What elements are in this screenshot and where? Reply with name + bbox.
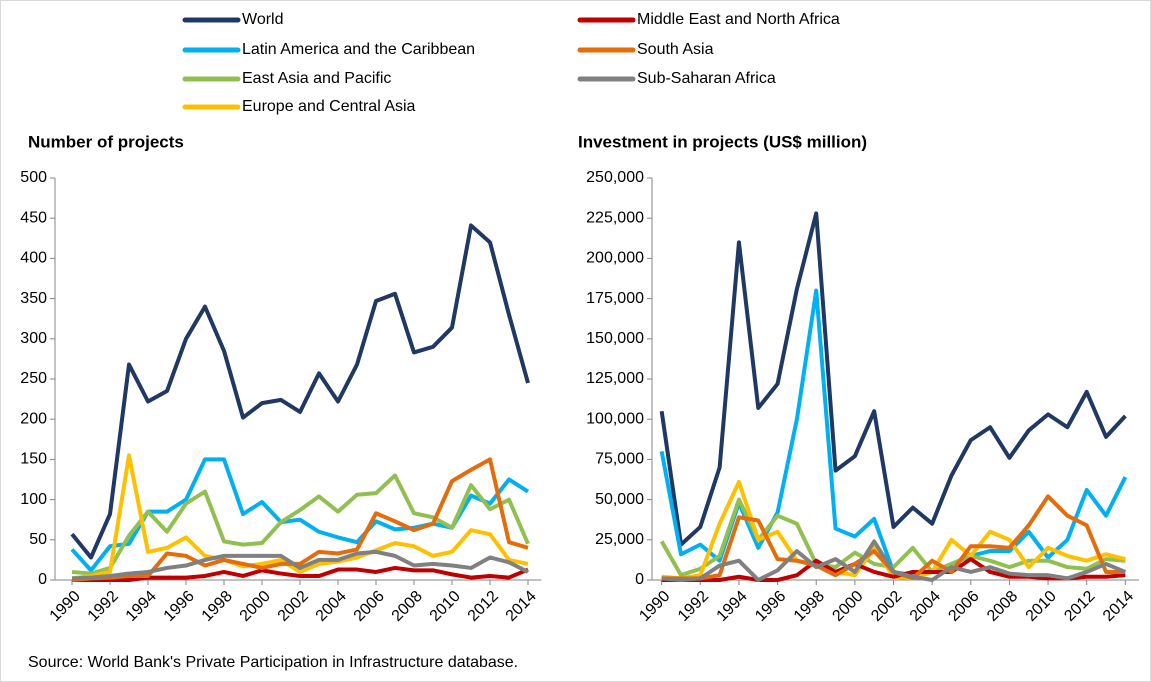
legend-label: East Asia and Pacific (242, 70, 391, 87)
y-tick-label: 125,000 (586, 370, 644, 387)
y-tick-label: 250 (20, 370, 47, 387)
legend-label: Middle East and North Africa (637, 11, 840, 28)
y-tick-label: 0 (38, 571, 47, 588)
series-line (659, 211, 1127, 547)
legend-label: World (242, 11, 284, 28)
y-tick-label: 500 (20, 169, 47, 186)
chart-title: Number of projects (28, 132, 184, 151)
y-tick-label: 150,000 (586, 330, 644, 347)
y-tick-label: 300 (20, 330, 47, 347)
y-tick-label: 200,000 (586, 250, 644, 267)
y-tick-label: 250,000 (586, 169, 644, 186)
series-line (71, 473, 530, 576)
series-line (71, 457, 529, 582)
y-tick-label: 225,000 (586, 209, 644, 226)
y-tick-label: 0 (635, 571, 644, 588)
source-note: Source: World Bank's Private Participati… (28, 654, 518, 671)
y-tick-label: 150 (20, 451, 47, 468)
y-tick-label: 400 (20, 250, 47, 267)
series-line (70, 223, 530, 560)
legend-label: Sub-Saharan Africa (637, 70, 776, 87)
y-tick-label: 175,000 (586, 290, 644, 307)
y-tick-label: 100,000 (586, 410, 644, 427)
y-tick-label: 200 (20, 410, 47, 427)
y-tick-label: 25,000 (595, 531, 644, 548)
y-tick-label: 50,000 (595, 491, 644, 508)
legend-label: South Asia (637, 41, 714, 58)
legend-label: Latin America and the Caribbean (242, 41, 475, 58)
y-tick-label: 350 (20, 290, 47, 307)
series-line (661, 557, 1126, 582)
series-line (659, 497, 1126, 578)
y-tick-label: 75,000 (595, 451, 644, 468)
y-tick-label: 450 (20, 209, 47, 226)
series-line (661, 539, 1127, 582)
series-line (71, 549, 529, 581)
series-line (71, 453, 529, 581)
y-tick-label: 50 (29, 531, 47, 548)
chart-title: Investment in projects (US$ million) (578, 132, 867, 151)
y-tick-label: 100 (20, 491, 47, 508)
legend-label: Europe and Central Asia (242, 98, 416, 115)
